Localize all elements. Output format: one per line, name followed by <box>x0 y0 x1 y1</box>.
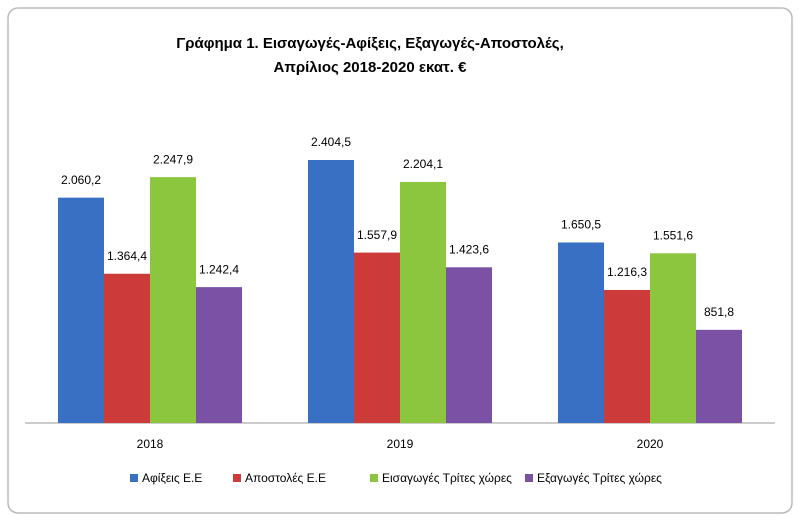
bar <box>196 287 242 423</box>
legend-swatch <box>370 474 378 482</box>
x-tick-label: 2020 <box>637 437 664 451</box>
bar <box>58 197 104 423</box>
bar <box>308 160 354 423</box>
x-tick-label: 2019 <box>387 437 414 451</box>
bar <box>604 289 650 423</box>
bar <box>650 253 696 423</box>
value-label: 2.247,9 <box>153 152 193 166</box>
legend-swatch <box>233 474 241 482</box>
value-label: 2.060,2 <box>61 173 101 187</box>
bar <box>400 181 446 423</box>
legend-swatch <box>130 474 138 482</box>
legend-label: Εξαγωγές Τρίτες χώρες <box>537 471 662 485</box>
value-label: 1.423,6 <box>449 242 489 256</box>
value-label: 1.364,4 <box>107 249 147 263</box>
value-label: 1.557,9 <box>357 228 397 242</box>
bar <box>696 329 742 423</box>
value-label: 851,8 <box>704 305 734 319</box>
value-label: 2.204,1 <box>403 157 443 171</box>
value-label: 1.242,4 <box>199 262 239 276</box>
value-label: 1.551,6 <box>653 228 693 242</box>
bar <box>558 242 604 423</box>
legend-swatch <box>525 474 533 482</box>
legend-label: Αφίξεις Ε.Ε <box>142 471 202 485</box>
x-tick-label: 2018 <box>137 437 164 451</box>
chart-title: Απρίλιος 2018-2020 εκατ. € <box>274 59 468 76</box>
bar <box>446 267 492 423</box>
legend-label: Αποστολές Ε.Ε <box>245 471 326 485</box>
legend-label: Εισαγωγές Τρίτες χώρες <box>382 471 512 485</box>
bar <box>354 252 400 423</box>
chart-title: Γράφημα 1. Εισαγωγές-Αφίξεις, Εξαγωγές-Α… <box>176 35 564 52</box>
bar <box>150 177 196 423</box>
value-label: 2.404,5 <box>311 135 351 149</box>
bar <box>104 273 150 423</box>
value-label: 1.650,5 <box>561 218 601 232</box>
value-label: 1.216,3 <box>607 265 647 279</box>
